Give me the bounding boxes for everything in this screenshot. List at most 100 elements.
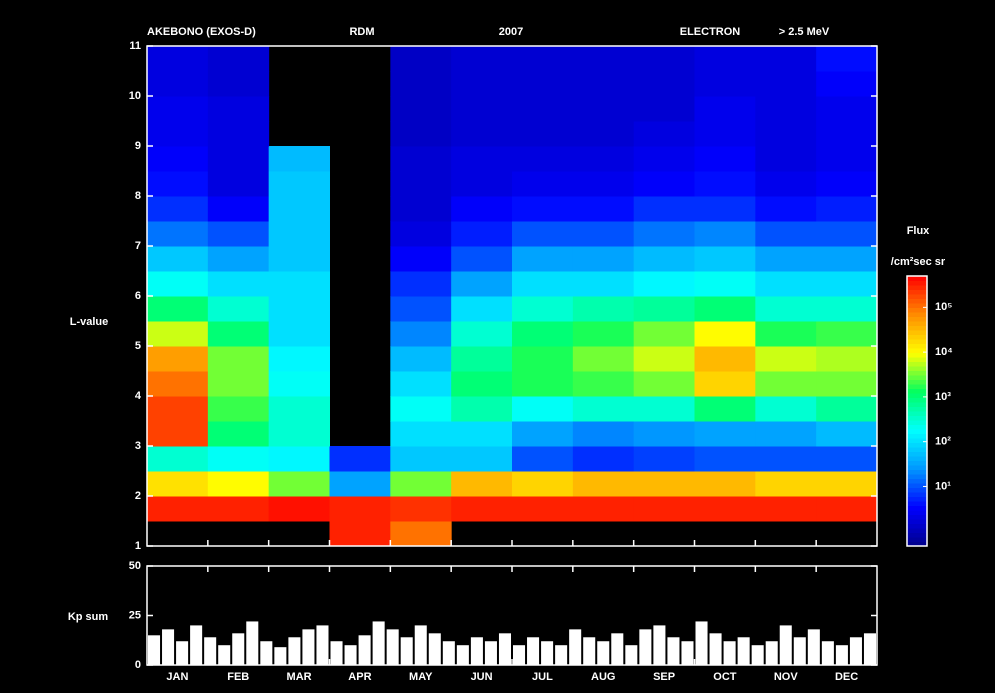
y-tick-label: 3	[135, 440, 141, 452]
bar	[737, 637, 750, 665]
colorbar-segment	[907, 294, 927, 299]
bar	[162, 629, 175, 665]
colorbar-segment	[907, 478, 927, 484]
heatmap-cell	[268, 471, 330, 497]
heatmap-cell	[268, 171, 330, 197]
colorbar-segment	[907, 451, 927, 457]
heatmap-cell	[512, 346, 574, 372]
heatmap-cell	[512, 271, 574, 297]
heatmap-cell	[207, 121, 270, 147]
colorbar-segment	[907, 514, 927, 520]
heatmap-cell	[633, 396, 695, 422]
y-tick-label: 6	[135, 290, 141, 302]
heatmap-cell	[572, 221, 635, 247]
colorbar-segment	[907, 289, 927, 295]
heatmap-cell	[268, 146, 330, 172]
heatmap-cell	[694, 96, 756, 122]
bar	[625, 645, 638, 665]
y-tick-label: 5	[135, 340, 141, 352]
colorbar-segment	[907, 285, 927, 290]
bar	[611, 633, 624, 665]
colorbar-segment	[907, 492, 927, 497]
heatmap-cell	[451, 471, 513, 497]
y-axis-label: Kp sum	[68, 611, 109, 623]
heatmap-cell	[755, 471, 817, 497]
heatmap-cell	[268, 446, 330, 472]
heatmap-cell	[694, 346, 756, 372]
colorbar-segment	[907, 321, 927, 326]
heatmap-cell	[572, 196, 635, 222]
heatmap-cell	[572, 321, 635, 347]
y-tick-label: 4	[135, 390, 142, 402]
heatmap-cell	[633, 296, 695, 322]
bar	[218, 645, 231, 665]
colorbar-tick-label: 10⁵	[935, 301, 952, 313]
heatmap-cell	[572, 271, 635, 297]
heatmap-cell	[694, 446, 756, 472]
heatmap-cell	[572, 296, 635, 322]
heatmap-cell	[633, 196, 695, 222]
colorbar-title: Flux	[907, 225, 930, 237]
heatmap-cell	[451, 46, 513, 72]
bar	[709, 633, 722, 665]
heatmap-cell	[390, 46, 452, 72]
colorbar-segment	[907, 523, 927, 529]
bar	[400, 637, 413, 665]
heatmap-cell	[451, 446, 513, 472]
colorbar-segment	[907, 415, 927, 421]
heatmap-cell	[147, 321, 209, 347]
colorbar-segment	[907, 505, 927, 511]
heatmap-cell	[512, 296, 574, 322]
heatmap-cell	[390, 196, 452, 222]
heatmap-cell	[694, 321, 756, 347]
colorbar-segment	[907, 537, 927, 542]
heatmap-cell	[390, 71, 452, 97]
heatmap-cell	[390, 296, 452, 322]
heatmap-cell	[207, 496, 270, 522]
heatmap-cell	[755, 196, 817, 222]
heatmap-cell	[147, 271, 209, 297]
heatmap-cell	[755, 171, 817, 197]
heatmap-cell	[512, 371, 574, 397]
heatmap-cell	[512, 46, 574, 72]
heatmap-cell	[816, 246, 878, 272]
heatmap-cell	[694, 371, 756, 397]
x-tick-label: JUL	[532, 671, 553, 683]
bar	[414, 625, 427, 665]
heatmap-cell	[816, 121, 878, 147]
heatmap-cell	[633, 271, 695, 297]
heatmap-cell	[451, 346, 513, 372]
bar	[835, 645, 848, 665]
heatmap-cell	[694, 146, 756, 172]
heatmap-cell	[207, 96, 270, 122]
y-tick-label: 11	[129, 40, 141, 52]
heatmap-cell	[816, 71, 878, 97]
heatmap-cell	[755, 446, 817, 472]
chart-title: AKEBONO (EXOS-D)	[147, 26, 256, 38]
heatmap-cell	[451, 196, 513, 222]
bar	[372, 621, 385, 665]
heatmap-cell	[694, 71, 756, 97]
y-tick-label: 0	[135, 659, 141, 671]
heatmap-cell	[816, 321, 878, 347]
bar	[597, 641, 610, 665]
heatmap-cell	[207, 221, 270, 247]
heatmap-cell	[816, 446, 878, 472]
colorbar-segment	[907, 411, 927, 416]
heatmap-cell	[694, 296, 756, 322]
heatmap-cell	[633, 221, 695, 247]
bar	[667, 637, 680, 665]
heatmap-cell	[816, 171, 878, 197]
heatmap-cell	[451, 96, 513, 122]
heatmap-cell	[451, 146, 513, 172]
colorbar-segment	[907, 469, 927, 475]
heatmap-cell	[633, 371, 695, 397]
heatmap-cell	[694, 221, 756, 247]
heatmap-cell	[451, 121, 513, 147]
heatmap-cell	[147, 446, 209, 472]
heatmap-cell	[512, 246, 574, 272]
x-tick-label: SEP	[653, 671, 675, 683]
heatmap-cell	[207, 321, 270, 347]
x-tick-label: MAY	[409, 671, 433, 683]
bar	[344, 645, 357, 665]
